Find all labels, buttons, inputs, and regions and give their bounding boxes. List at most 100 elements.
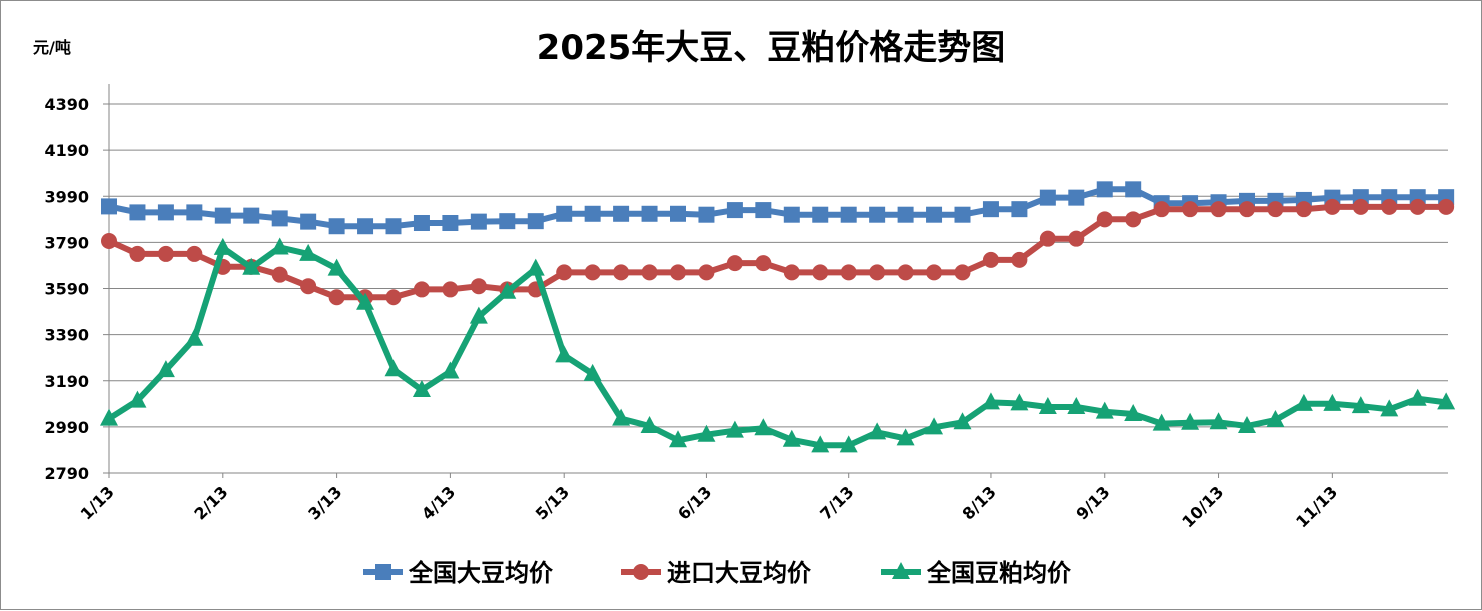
data-point [527, 213, 544, 230]
data-point [498, 281, 517, 299]
y-tick-label: 2990 [44, 418, 89, 437]
data-point [1010, 393, 1029, 411]
data-point [755, 255, 772, 272]
data-point [1039, 189, 1056, 206]
data-point [441, 361, 460, 379]
data-point [897, 206, 914, 223]
data-point [1011, 251, 1028, 268]
y-tick-label: 2790 [44, 464, 89, 483]
x-tick-label: 3/13 [304, 482, 345, 523]
data-point [271, 210, 288, 227]
data-point [811, 435, 830, 453]
series-1 [101, 181, 1455, 235]
x-tick-label: 6/13 [674, 482, 715, 523]
x-tick-label: 7/13 [816, 482, 857, 523]
series-group [100, 181, 1456, 453]
data-point [641, 264, 658, 281]
data-point [869, 264, 886, 281]
data-point [670, 205, 686, 222]
data-point [299, 243, 318, 261]
data-point [613, 264, 630, 281]
data-point [1437, 392, 1456, 410]
legend-marker [375, 564, 391, 580]
data-point [129, 245, 146, 262]
x-tick-label: 2/13 [190, 482, 231, 523]
legend-item-2: 进口大豆均价 [621, 559, 812, 587]
data-point [442, 281, 459, 298]
data-point [1351, 396, 1370, 414]
data-point [526, 258, 545, 276]
data-point [1239, 201, 1255, 218]
data-point [954, 264, 971, 281]
data-point [1038, 397, 1057, 415]
data-point [783, 264, 800, 281]
data-point [243, 207, 260, 224]
legend-label: 全国豆粕均价 [926, 559, 1072, 587]
data-point [869, 206, 886, 223]
data-point [499, 213, 516, 230]
data-point [840, 206, 857, 223]
data-point [213, 237, 232, 255]
data-point [1266, 409, 1285, 427]
legend: 全国大豆均价 进口大豆均价 全国豆粕均价 [363, 559, 1072, 587]
data-point [641, 205, 658, 222]
data-point [755, 202, 772, 219]
x-tick-label: 11/13 [1292, 482, 1341, 531]
data-point [1381, 198, 1398, 215]
data-point [783, 206, 800, 223]
data-point [242, 257, 261, 275]
x-tick-label: 5/13 [532, 482, 573, 523]
data-point [782, 429, 801, 447]
y-tick-label: 3590 [44, 280, 89, 299]
y-tick-label: 4190 [44, 141, 89, 160]
data-point [1124, 403, 1143, 421]
data-point [129, 204, 146, 221]
data-point [1294, 393, 1313, 411]
data-point [1295, 201, 1312, 218]
y-tick-label: 3990 [44, 187, 89, 206]
data-point [412, 379, 431, 397]
data-point [812, 264, 829, 281]
data-point [1095, 401, 1114, 419]
data-point [328, 218, 345, 235]
data-point [698, 264, 715, 281]
data-point [1352, 198, 1369, 215]
y-tick-label: 4390 [44, 95, 89, 114]
y-tick-label: 3190 [44, 372, 89, 391]
data-point [300, 213, 317, 230]
data-point [697, 424, 716, 442]
data-point [413, 215, 430, 232]
data-point [612, 408, 631, 426]
data-point [1011, 201, 1028, 218]
data-point [556, 264, 573, 281]
data-point [926, 264, 943, 281]
data-point [555, 345, 574, 363]
x-tick-label: 8/13 [959, 482, 1000, 523]
data-point [925, 417, 944, 435]
data-point [670, 264, 686, 281]
legend-marker [892, 562, 910, 579]
data-point [271, 266, 288, 283]
data-point [982, 201, 999, 218]
y-axis-label: 元/吨 [33, 38, 71, 57]
data-point [981, 392, 1000, 410]
data-point [442, 215, 459, 232]
data-point [926, 206, 943, 223]
data-point [953, 412, 972, 430]
x-tick-label: 9/13 [1072, 482, 1113, 523]
data-point [1152, 413, 1171, 431]
data-point [1323, 393, 1342, 411]
series-line [107, 244, 1447, 449]
data-point [470, 213, 487, 230]
data-point [1438, 198, 1455, 215]
data-point [101, 198, 117, 215]
data-point [896, 428, 915, 446]
data-point [186, 204, 203, 221]
data-point [214, 207, 231, 224]
data-point [1210, 201, 1227, 218]
data-point [356, 292, 375, 310]
data-point [469, 306, 488, 324]
data-point [583, 363, 602, 381]
data-point [1181, 412, 1200, 430]
